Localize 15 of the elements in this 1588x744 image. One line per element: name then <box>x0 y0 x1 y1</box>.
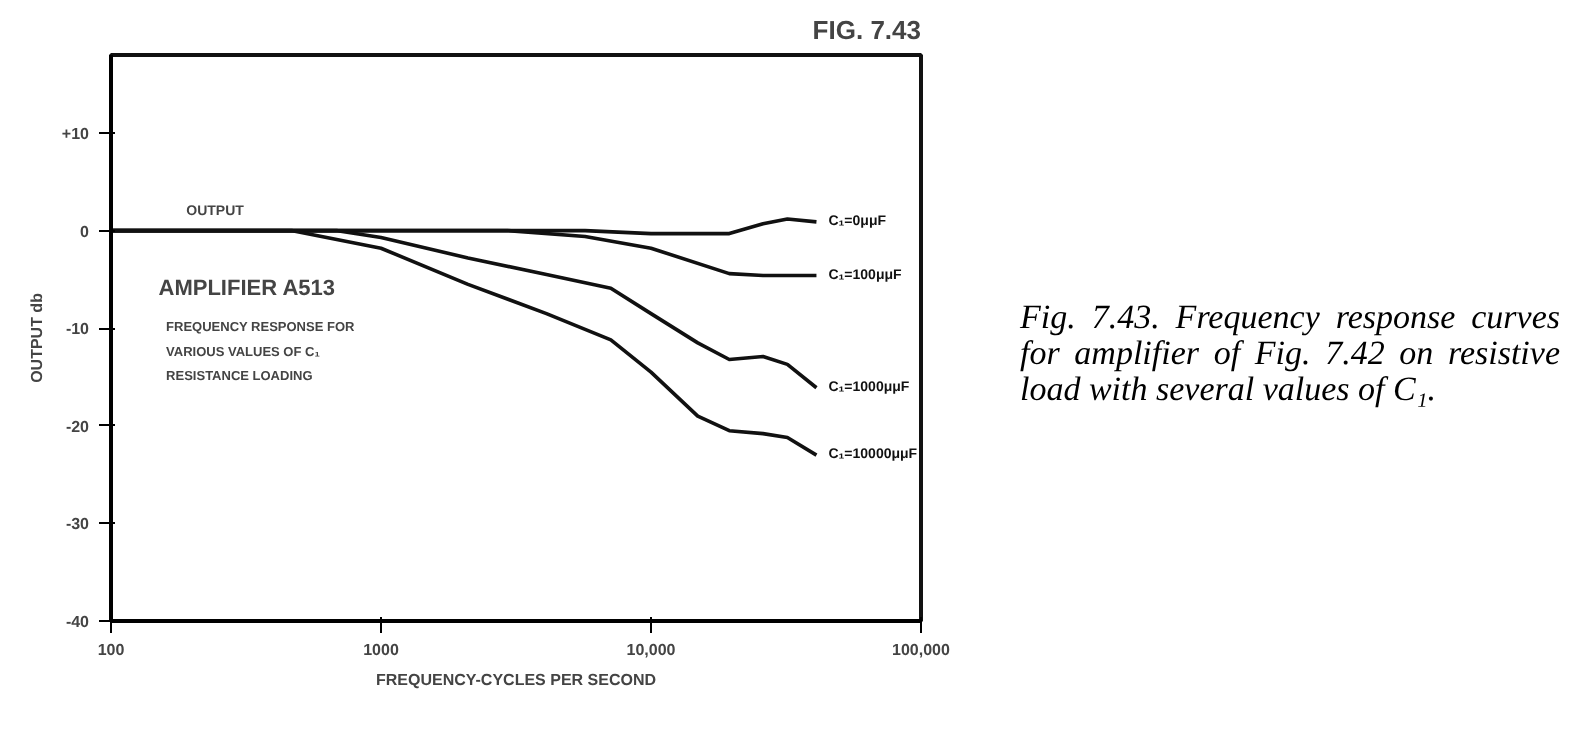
y-tick-label: -10 <box>65 320 91 339</box>
x-tick-label: 10,000 <box>626 641 677 659</box>
annotation: AMPLIFIER A513 <box>158 277 336 302</box>
y-axis-title: OUTPUT db <box>27 292 46 383</box>
y-tick-label: -40 <box>65 613 91 631</box>
x-axis-title: FREQUENCY-CYCLES PER SECOND <box>375 671 657 689</box>
chart-title: FIG. 7.43 <box>812 15 922 45</box>
y-tick-label: +10 <box>61 125 91 144</box>
x-tick-label: 100,000 <box>892 641 952 659</box>
y-tick-label: -20 <box>65 417 91 436</box>
y-tick-label: -30 <box>65 515 91 534</box>
x-tick-label: 100 <box>97 641 126 659</box>
x-tick-label: 1000 <box>363 641 400 659</box>
caption: Fig. 7.43. Frequency response curves for amplifier of Fig. 7.42 on resistive load with several values of C₁. <box>1020 298 1560 408</box>
y-tick-label: 0 <box>80 222 91 241</box>
